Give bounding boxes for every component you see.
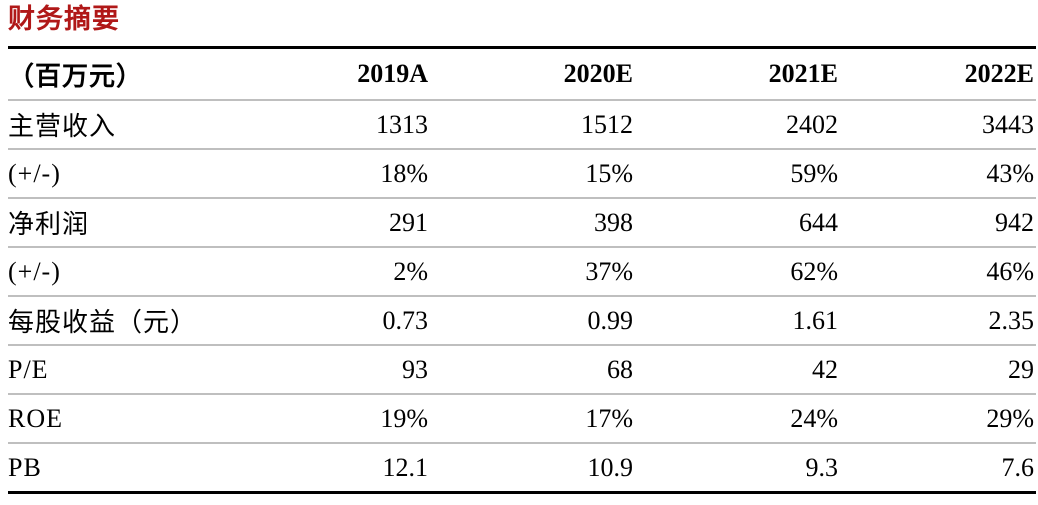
table-header: （百万元） 2019A 2020E 2021E 2022E (8, 47, 1036, 101)
value-cell: 19% (225, 394, 430, 444)
row-label-cell: 主营收入 (8, 100, 225, 150)
table-row: 每股收益（元） 0.73 0.99 1.61 2.35 (8, 296, 1036, 346)
value-cell: 43% (840, 149, 1036, 199)
value-cell: 62% (635, 247, 840, 297)
column-header-2019a: 2019A (225, 47, 430, 101)
value-cell: 2402 (635, 100, 840, 150)
table-body: 主营收入 1313 1512 2402 3443 (+/-) 18% 15% 59% 43% 净利润… (8, 100, 1036, 493)
value-cell: 15% (430, 149, 635, 199)
table-row: ROE 19% 17% 24% 29% (8, 394, 1036, 444)
value-cell: 24% (635, 394, 840, 444)
financial-summary-section: 财务摘要 （百万元） 2019A 2020E 2021E 2022E 主营收入 1313 1… (8, 4, 1036, 494)
row-label-cell: ROE (8, 394, 225, 444)
row-label-cell: (+/-) (8, 149, 225, 199)
value-cell: 10.9 (587, 452, 634, 482)
value-cell: 1313 (225, 100, 430, 150)
value-cell: 42 (635, 345, 840, 395)
table-row: 净利润 291 398 644 942 (8, 198, 1036, 248)
page-title: 财务摘要 (8, 4, 120, 34)
value-cell: 3443 (840, 100, 1036, 150)
column-header-2021e: 2021E (635, 47, 840, 101)
value-cell: 12.1 (382, 452, 429, 482)
value-cell: 18% (225, 149, 430, 199)
value-cell: 1512 (430, 100, 635, 150)
table-row: P/E 93 68 42 29 (8, 345, 1036, 395)
value-cell: 46% (840, 247, 1036, 297)
value-cell: 2.35 (840, 296, 1036, 346)
value-cell: 17% (430, 394, 635, 444)
value-cell: 68 (430, 345, 635, 395)
table-row: 主营收入 1313 1512 2402 3443 (8, 100, 1036, 150)
value-cell: 644 (635, 198, 840, 248)
row-label-cell: PB (8, 452, 42, 482)
value-cell: 0.73 (225, 296, 430, 346)
value-cell: 0.99 (430, 296, 635, 346)
unit-header-cell: （百万元） (8, 47, 225, 101)
row-label-cell: (+/-) (8, 247, 225, 297)
value-cell: 291 (225, 198, 430, 248)
column-header-2020e: 2020E (430, 47, 635, 101)
row-label-cell: P/E (8, 345, 225, 395)
table-row: (+/-) 18% 15% 59% 43% (8, 149, 1036, 199)
value-cell: 29% (840, 394, 1036, 444)
value-cell: 9.3 (805, 452, 839, 482)
value-cell: 93 (225, 345, 430, 395)
financial-summary-table: （百万元） 2019A 2020E 2021E 2022E 主营收入 1313 1512 24… (8, 46, 1036, 494)
row-label-cell: 净利润 (8, 198, 225, 248)
table-header-row: （百万元） 2019A 2020E 2021E 2022E (8, 47, 1036, 101)
value-cell: 7.6 (1001, 452, 1035, 482)
value-cell: 2% (225, 247, 430, 297)
value-cell: 398 (430, 198, 635, 248)
row-label-cell: 每股收益（元） (8, 296, 225, 346)
value-cell: 29 (840, 345, 1036, 395)
value-cell: 1.61 (635, 296, 840, 346)
table-row: PB 12.1 10.9 9.3 7.6 (8, 443, 1036, 493)
value-cell: 59% (635, 149, 840, 199)
column-header-2022e: 2022E (840, 47, 1036, 101)
value-cell: 37% (430, 247, 635, 297)
table-row: (+/-) 2% 37% 62% 46% (8, 247, 1036, 297)
value-cell: 942 (840, 198, 1036, 248)
